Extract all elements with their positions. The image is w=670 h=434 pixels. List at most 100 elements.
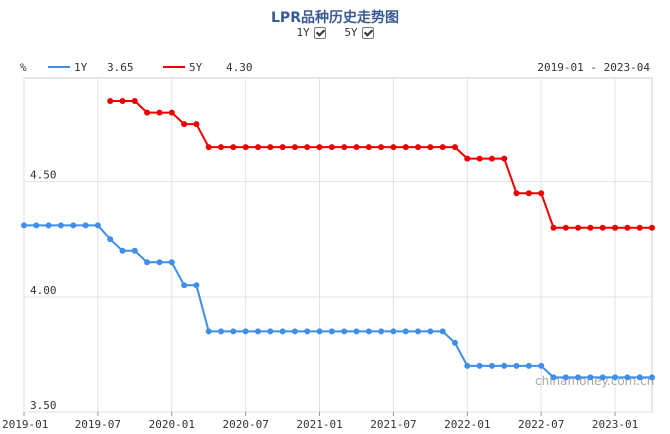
data-point-5y[interactable] xyxy=(575,224,582,231)
data-point-1y[interactable] xyxy=(57,222,64,229)
data-point-1y[interactable] xyxy=(452,339,458,346)
data-point-5y[interactable] xyxy=(291,144,298,151)
data-point-5y[interactable] xyxy=(488,155,495,162)
data-point-5y[interactable] xyxy=(525,190,532,197)
toggle-5y-checkbox[interactable] xyxy=(361,26,374,39)
data-point-1y[interactable] xyxy=(599,374,606,381)
toggle-5y[interactable]: 5Y xyxy=(344,26,374,39)
toggle-1y-checkbox[interactable] xyxy=(313,26,326,39)
data-point-5y[interactable] xyxy=(181,121,188,128)
data-point-5y[interactable] xyxy=(193,121,200,128)
data-point-1y[interactable] xyxy=(144,259,151,266)
data-point-1y[interactable] xyxy=(328,328,335,335)
data-point-5y[interactable] xyxy=(402,144,409,151)
data-point-5y[interactable] xyxy=(612,224,619,231)
data-point-5y[interactable] xyxy=(279,144,286,151)
data-point-5y[interactable] xyxy=(341,144,348,151)
data-point-1y[interactable] xyxy=(107,236,114,243)
data-point-5y[interactable] xyxy=(587,224,594,231)
data-point-5y[interactable] xyxy=(107,98,114,104)
data-point-5y[interactable] xyxy=(513,190,520,197)
data-point-1y[interactable] xyxy=(464,362,471,369)
data-point-1y[interactable] xyxy=(415,328,421,335)
data-point-1y[interactable] xyxy=(255,328,261,335)
data-point-1y[interactable] xyxy=(193,282,200,289)
data-point-1y[interactable] xyxy=(242,328,249,335)
data-point-1y[interactable] xyxy=(365,328,372,335)
data-point-1y[interactable] xyxy=(291,328,298,335)
data-point-1y[interactable] xyxy=(316,328,323,335)
data-point-1y[interactable] xyxy=(94,222,101,229)
data-point-5y[interactable] xyxy=(144,109,151,116)
data-point-5y[interactable] xyxy=(636,224,643,231)
data-point-1y[interactable] xyxy=(267,328,274,335)
data-point-1y[interactable] xyxy=(612,374,619,381)
data-point-1y[interactable] xyxy=(562,374,569,381)
data-point-1y[interactable] xyxy=(205,328,212,335)
data-point-1y[interactable] xyxy=(181,282,188,289)
data-point-5y[interactable] xyxy=(267,144,274,151)
data-point-1y[interactable] xyxy=(513,362,520,369)
data-point-5y[interactable] xyxy=(476,155,483,162)
data-point-1y[interactable] xyxy=(488,362,495,369)
data-point-1y[interactable] xyxy=(525,362,532,369)
data-point-1y[interactable] xyxy=(45,222,52,229)
data-point-5y[interactable] xyxy=(205,144,212,151)
data-point-1y[interactable] xyxy=(501,362,508,369)
data-point-5y[interactable] xyxy=(501,155,508,162)
data-point-1y[interactable] xyxy=(156,259,163,266)
data-point-1y[interactable] xyxy=(119,247,126,254)
data-point-5y[interactable] xyxy=(550,224,557,231)
data-point-1y[interactable] xyxy=(636,374,643,381)
data-point-5y[interactable] xyxy=(390,144,397,151)
data-point-1y[interactable] xyxy=(427,328,434,335)
toggle-1y[interactable]: 1Y xyxy=(296,26,326,39)
data-point-5y[interactable] xyxy=(119,98,126,104)
data-point-5y[interactable] xyxy=(328,144,335,151)
data-point-1y[interactable] xyxy=(538,362,545,369)
data-point-5y[interactable] xyxy=(624,224,631,231)
data-point-5y[interactable] xyxy=(415,144,421,151)
data-point-1y[interactable] xyxy=(279,328,286,335)
data-point-1y[interactable] xyxy=(21,222,27,229)
data-point-5y[interactable] xyxy=(218,144,224,151)
data-point-5y[interactable] xyxy=(562,224,569,231)
data-point-1y[interactable] xyxy=(587,374,594,381)
data-point-5y[interactable] xyxy=(156,109,163,116)
data-point-1y[interactable] xyxy=(304,328,311,335)
data-point-5y[interactable] xyxy=(168,109,175,116)
data-point-5y[interactable] xyxy=(242,144,249,151)
data-point-1y[interactable] xyxy=(82,222,89,229)
data-point-5y[interactable] xyxy=(255,144,261,151)
data-point-5y[interactable] xyxy=(538,190,545,197)
data-point-1y[interactable] xyxy=(550,374,557,381)
data-point-1y[interactable] xyxy=(378,328,385,335)
data-point-5y[interactable] xyxy=(365,144,372,151)
data-point-5y[interactable] xyxy=(452,144,458,151)
data-point-1y[interactable] xyxy=(476,362,483,369)
data-point-1y[interactable] xyxy=(353,328,360,335)
data-point-5y[interactable] xyxy=(304,144,311,151)
data-point-1y[interactable] xyxy=(649,374,655,381)
data-point-1y[interactable] xyxy=(230,328,237,335)
data-point-1y[interactable] xyxy=(218,328,224,335)
data-point-5y[interactable] xyxy=(316,144,323,151)
data-point-1y[interactable] xyxy=(402,328,409,335)
data-point-1y[interactable] xyxy=(168,259,175,266)
data-point-5y[interactable] xyxy=(427,144,434,151)
data-point-1y[interactable] xyxy=(131,247,138,254)
data-point-5y[interactable] xyxy=(353,144,360,151)
data-point-5y[interactable] xyxy=(649,224,655,231)
data-point-1y[interactable] xyxy=(439,328,446,335)
data-point-1y[interactable] xyxy=(341,328,348,335)
data-point-1y[interactable] xyxy=(390,328,397,335)
data-point-5y[interactable] xyxy=(131,98,138,104)
data-point-5y[interactable] xyxy=(439,144,446,151)
data-point-1y[interactable] xyxy=(624,374,631,381)
data-point-1y[interactable] xyxy=(575,374,582,381)
legend-1y-name[interactable]: 1Y xyxy=(74,61,88,74)
data-point-1y[interactable] xyxy=(33,222,40,229)
legend-5y-name[interactable]: 5Y xyxy=(189,61,203,74)
data-point-5y[interactable] xyxy=(230,144,237,151)
data-point-5y[interactable] xyxy=(599,224,606,231)
